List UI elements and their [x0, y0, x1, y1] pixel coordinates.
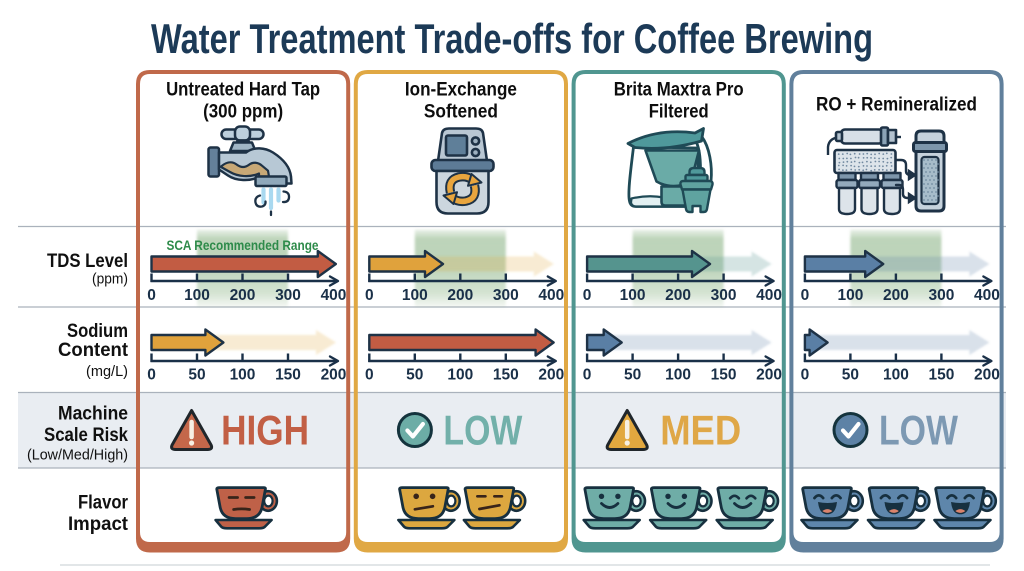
svg-text:0: 0: [147, 367, 156, 384]
svg-text:SCA Recommended Range: SCA Recommended Range: [167, 238, 319, 253]
svg-text:TDS Level: TDS Level: [47, 251, 128, 272]
svg-text:Ion-Exchange: Ion-Exchange: [405, 79, 517, 101]
svg-text:0: 0: [365, 367, 374, 384]
svg-text:Brita Maxtra Pro: Brita Maxtra Pro: [614, 79, 744, 101]
svg-text:Water Treatment Trade-offs for: Water Treatment Trade-offs for Coffee Br…: [151, 15, 873, 62]
svg-text:Flavor: Flavor: [78, 493, 129, 514]
svg-text:(ppm): (ppm): [92, 272, 128, 288]
svg-text:LOW: LOW: [443, 407, 523, 454]
svg-text:100: 100: [230, 367, 256, 384]
svg-text:0: 0: [147, 287, 156, 304]
svg-text:100: 100: [883, 367, 909, 384]
svg-text:200: 200: [665, 287, 691, 304]
svg-text:200: 200: [974, 367, 1000, 384]
svg-text:200: 200: [321, 367, 347, 384]
svg-text:0: 0: [583, 367, 592, 384]
svg-text:400: 400: [538, 287, 564, 304]
svg-text:300: 300: [711, 287, 737, 304]
svg-text:Scale Risk: Scale Risk: [44, 425, 128, 446]
svg-text:Sodium: Sodium: [67, 321, 128, 342]
svg-text:150: 150: [928, 367, 954, 384]
svg-text:200: 200: [883, 287, 909, 304]
svg-text:Softened: Softened: [424, 101, 498, 123]
svg-text:HIGH: HIGH: [221, 407, 309, 454]
svg-text:400: 400: [321, 287, 347, 304]
svg-text:0: 0: [365, 287, 374, 304]
svg-text:400: 400: [756, 287, 782, 304]
svg-text:50: 50: [842, 367, 859, 384]
svg-text:200: 200: [447, 287, 473, 304]
svg-text:0: 0: [583, 287, 592, 304]
svg-text:100: 100: [665, 367, 691, 384]
svg-text:Impact: Impact: [68, 514, 129, 535]
svg-text:(mg/L): (mg/L): [86, 364, 128, 380]
svg-text:100: 100: [447, 367, 473, 384]
svg-text:(300 ppm): (300 ppm): [203, 101, 283, 123]
svg-text:MED: MED: [660, 407, 741, 454]
svg-text:300: 300: [493, 287, 519, 304]
svg-text:150: 150: [711, 367, 737, 384]
svg-text:LOW: LOW: [879, 407, 959, 454]
svg-text:Untreated Hard Tap: Untreated Hard Tap: [166, 79, 320, 101]
svg-text:100: 100: [620, 287, 646, 304]
svg-text:100: 100: [402, 287, 428, 304]
svg-text:50: 50: [624, 367, 641, 384]
svg-text:300: 300: [275, 287, 301, 304]
svg-text:150: 150: [493, 367, 519, 384]
svg-text:Machine: Machine: [58, 404, 128, 425]
svg-text:300: 300: [928, 287, 954, 304]
svg-text:200: 200: [756, 367, 782, 384]
svg-text:Filtered: Filtered: [649, 101, 709, 123]
svg-text:0: 0: [801, 367, 810, 384]
svg-text:150: 150: [275, 367, 301, 384]
svg-text:0: 0: [801, 287, 810, 304]
svg-text:50: 50: [406, 367, 423, 384]
svg-text:RO + Remineralized: RO + Remineralized: [816, 94, 977, 116]
svg-text:200: 200: [230, 287, 256, 304]
svg-text:50: 50: [188, 367, 205, 384]
svg-text:100: 100: [837, 287, 863, 304]
svg-text:200: 200: [538, 367, 564, 384]
svg-text:100: 100: [184, 287, 210, 304]
svg-text:400: 400: [974, 287, 1000, 304]
svg-text:Content: Content: [58, 340, 129, 361]
svg-text:(Low/Med/High): (Low/Med/High): [27, 448, 128, 464]
